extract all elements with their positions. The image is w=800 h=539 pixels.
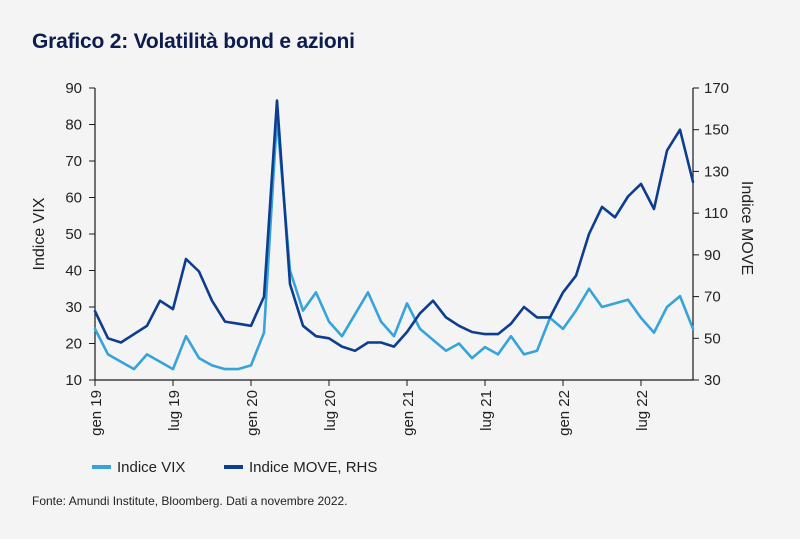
left-tick-label: 10	[65, 372, 82, 389]
right-axis-ticks: 30 50 70 90 110 130 150 170	[693, 80, 729, 389]
right-tick-label: 110	[704, 205, 728, 222]
series-line-vix	[93, 115, 695, 371]
x-tick-label: gen 22	[556, 390, 573, 436]
right-axis-title: Indice MOVE	[738, 181, 755, 275]
right-tick-label: 170	[704, 80, 729, 97]
x-tick-label: gen 21	[400, 390, 417, 436]
legend-label-move: Indice MOVE, RHS	[249, 459, 377, 476]
right-tick-label: 130	[704, 163, 729, 180]
x-tick-label: lug 20	[322, 390, 339, 431]
x-tick-label: lug 19	[166, 390, 183, 431]
left-tick-label: 70	[65, 153, 82, 170]
x-tick-label: lug 21	[478, 390, 495, 431]
chart-title: Grafico 2: Volatilità bond e azioni	[32, 30, 355, 53]
right-tick-label: 90	[704, 247, 721, 264]
series-line-move	[93, 99, 695, 353]
source-note: Fonte: Amundi Institute, Bloomberg. Dati…	[32, 494, 348, 508]
left-tick-label: 80	[65, 117, 82, 134]
right-tick-label: 70	[704, 289, 721, 306]
left-tick-label: 50	[65, 226, 82, 243]
x-tick-label: gen 20	[244, 390, 261, 436]
legend-label-vix: Indice VIX	[117, 459, 185, 476]
right-tick-label: 150	[704, 122, 729, 139]
left-tick-label: 60	[65, 190, 82, 207]
left-axis-ticks: 10 20 30 40 50 60 70 80 90	[65, 80, 95, 389]
x-tick-label: lug 22	[634, 390, 651, 431]
left-tick-label: 40	[65, 263, 82, 280]
series-layer	[93, 99, 695, 371]
left-tick-label: 20	[65, 336, 82, 353]
left-tick-label: 30	[65, 299, 82, 316]
right-tick-label: 50	[704, 330, 721, 347]
right-tick-label: 30	[704, 372, 721, 389]
x-axis-ticks: gen 19 lug 19 gen 20 lug 20 gen 21 lug 21 gen …	[88, 380, 651, 436]
left-axis-title: Indice VIX	[31, 197, 48, 270]
x-tick-label: gen 19	[88, 390, 105, 436]
left-tick-label: 90	[65, 80, 82, 97]
legend: Indice VIX Indice MOVE, RHS	[92, 459, 377, 476]
